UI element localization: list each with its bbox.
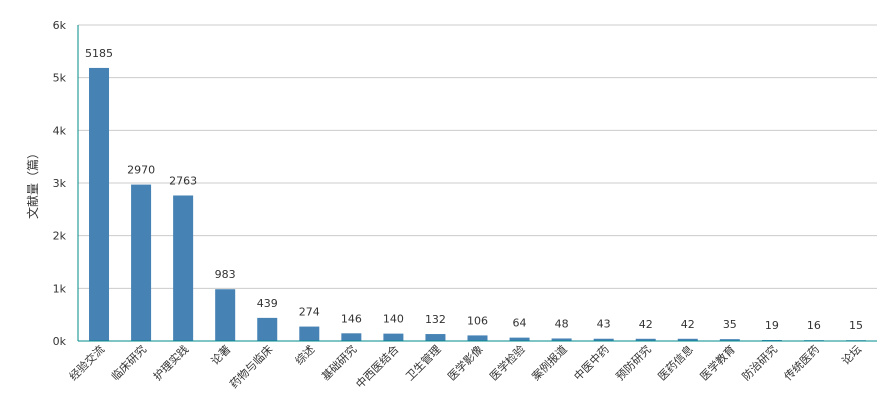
y-tick-label: 5k xyxy=(53,72,67,85)
data-label: 146 xyxy=(341,312,362,325)
x-tick-label: 医药信息 xyxy=(655,342,696,383)
data-label: 64 xyxy=(513,317,527,330)
data-labels: 5185 2970 2763 983 439 274 146 140 132 106 64 48 43 4… xyxy=(85,47,863,332)
x-tick-label: 医学影像 xyxy=(445,342,486,383)
x-tick-label: 卫生管理 xyxy=(403,342,444,383)
bar xyxy=(299,326,320,341)
x-tick-label: 案例报道 xyxy=(529,342,570,383)
bar xyxy=(173,195,194,341)
data-label: 106 xyxy=(467,314,488,327)
gridlines xyxy=(78,24,877,289)
data-label: 274 xyxy=(299,306,320,319)
x-tick-label: 论坛 xyxy=(839,342,864,367)
bar xyxy=(635,338,656,341)
bar xyxy=(131,184,152,341)
y-tick-label: 6k xyxy=(53,19,67,32)
bar xyxy=(341,333,362,341)
bar xyxy=(677,338,698,341)
y-tick-label: 1k xyxy=(53,282,67,295)
y-tick-labels: 0k 1k 2k 3k 4k 5k 6k xyxy=(53,19,67,348)
x-tick-label: 医学教育 xyxy=(697,342,738,383)
bar xyxy=(215,289,236,341)
x-tick-label: 经验交流 xyxy=(66,342,107,383)
x-tick-label: 中西医结合 xyxy=(353,342,402,391)
y-tick-label: 0k xyxy=(53,335,67,348)
bar xyxy=(89,67,110,341)
data-label: 42 xyxy=(681,318,695,331)
data-label: 5185 xyxy=(85,47,113,60)
x-tick-label: 基础研究 xyxy=(318,342,359,383)
bars xyxy=(89,67,866,341)
data-label: 15 xyxy=(849,319,863,332)
data-label: 2763 xyxy=(169,174,197,187)
data-label: 983 xyxy=(215,268,236,281)
x-tick-label: 防治研究 xyxy=(739,342,780,383)
y-tick-label: 4k xyxy=(53,124,67,137)
x-tick-label: 论著 xyxy=(208,342,233,367)
bar xyxy=(551,338,572,341)
data-label: 140 xyxy=(383,313,404,326)
data-label: 48 xyxy=(555,317,569,330)
bar xyxy=(761,339,782,341)
bar xyxy=(509,337,530,341)
x-tick-label: 综述 xyxy=(292,342,317,367)
bar xyxy=(593,338,614,341)
data-label: 132 xyxy=(425,313,446,326)
x-tick-label: 护理实践 xyxy=(150,342,191,383)
data-label: 2970 xyxy=(127,164,155,177)
x-tick-label: 传统医药 xyxy=(782,343,822,383)
data-label: 42 xyxy=(639,318,653,331)
bar xyxy=(719,339,740,341)
y-tick-label: 3k xyxy=(53,177,67,190)
y-tick-label: 2k xyxy=(53,230,67,243)
data-label: 43 xyxy=(597,318,611,331)
data-label: 35 xyxy=(723,318,737,331)
x-tick-label: 预防研究 xyxy=(613,342,654,383)
bar xyxy=(467,335,488,341)
x-tick-label: 医学检验 xyxy=(487,342,528,383)
data-label: 16 xyxy=(807,319,821,332)
bar xyxy=(257,317,278,341)
data-label: 19 xyxy=(765,319,779,332)
bar xyxy=(383,333,404,341)
data-label: 439 xyxy=(257,297,278,310)
x-tick-label: 药物与临床 xyxy=(227,342,276,391)
x-tick-label: 临床研究 xyxy=(108,342,149,383)
bar xyxy=(425,334,446,341)
y-axis-label: 文献量（篇） xyxy=(25,147,40,219)
x-tick-label: 中医中药 xyxy=(571,343,611,383)
